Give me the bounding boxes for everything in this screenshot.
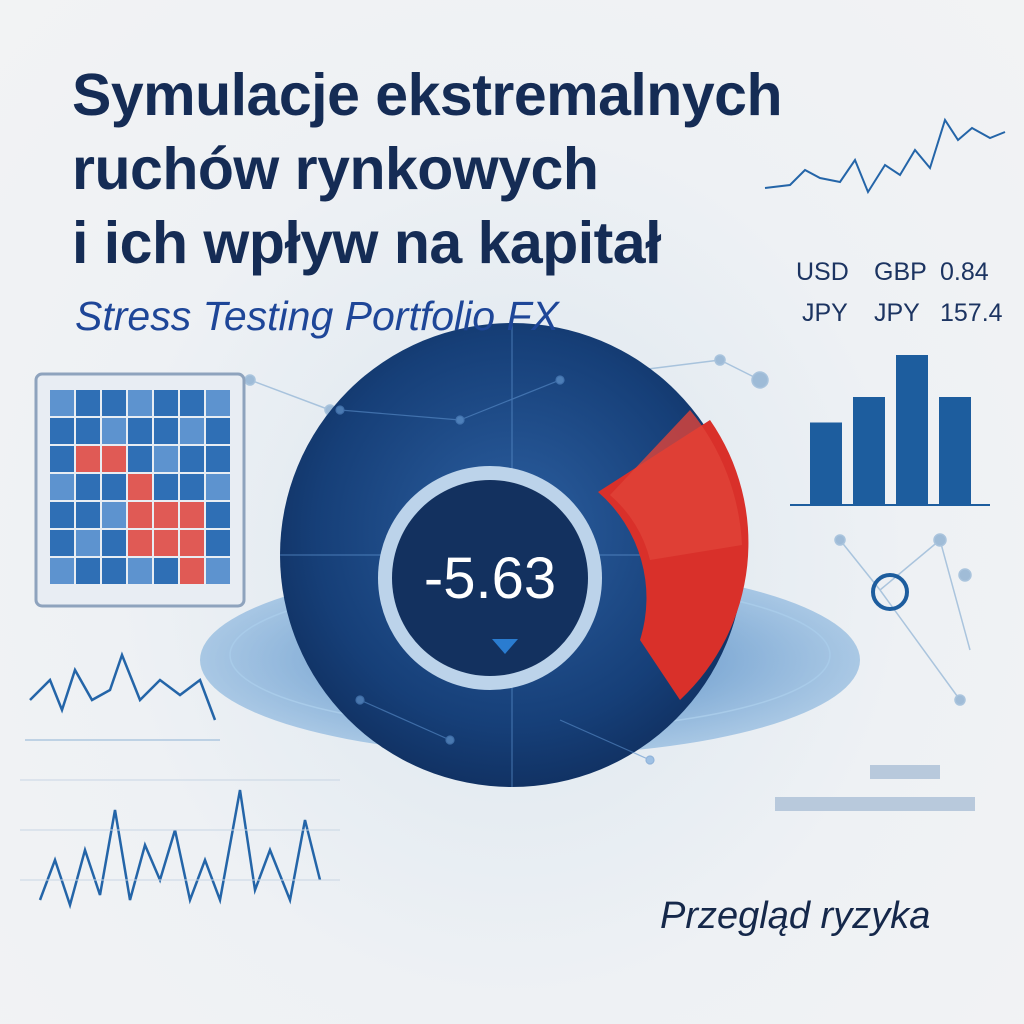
heatmap-cell <box>102 390 126 416</box>
triangle-down-icon <box>492 639 518 654</box>
fx-rate: 157.4 <box>940 299 1003 327</box>
title-line: ruchów rynkowych <box>72 136 599 202</box>
gauge-value: -5.63 <box>423 546 557 611</box>
sparkline-bottom-left <box>38 789 322 910</box>
heatmap-cell <box>154 558 178 584</box>
heatmap-cell <box>102 474 126 500</box>
page-title: Symulacje ekstremalnych ruchów rynkowych… <box>72 58 783 280</box>
fx-quote: JPY <box>874 299 920 327</box>
fx-row: USD GBP 0.84 <box>796 252 1003 293</box>
heatmap-cell <box>180 558 204 584</box>
heatmap-cell <box>76 502 100 528</box>
subtitle: Stress Testing Portfolio FX <box>75 293 559 339</box>
heatmap-cell <box>206 418 230 444</box>
heatmap-cell <box>50 418 74 444</box>
title-line: i ich wpływ na kapitał <box>72 210 662 276</box>
heatmap-cell <box>128 390 152 416</box>
heatmap-cell <box>128 502 152 528</box>
heatmap-cell <box>50 474 74 500</box>
heatmap-cell <box>206 502 230 528</box>
bar <box>810 422 842 505</box>
heatmap-cell <box>154 474 178 500</box>
heatmap-cell <box>154 502 178 528</box>
sparkline-left <box>29 651 217 721</box>
heatmap-cell <box>50 530 74 556</box>
heatmap-cell <box>128 558 152 584</box>
heatmap-cell <box>206 558 230 584</box>
heatmap-cell <box>50 502 74 528</box>
heatmap-cell <box>102 558 126 584</box>
heatmap-cell <box>180 474 204 500</box>
bar-strip <box>775 765 975 811</box>
bar <box>896 355 928 505</box>
heatmap-cell <box>154 418 178 444</box>
heatmap-cell <box>206 530 230 556</box>
heatmap-cell <box>154 446 178 472</box>
heatmap-cell <box>76 446 100 472</box>
heatmap-cell <box>128 446 152 472</box>
heatmap-cell <box>76 418 100 444</box>
fx-rates: USD GBP 0.84 JPY JPY 157.4 <box>796 252 1003 334</box>
heatmap-cell <box>180 502 204 528</box>
heatmap-cell <box>206 446 230 472</box>
bar-chart <box>810 355 971 505</box>
heatmap-cell <box>50 558 74 584</box>
heatmap-cell <box>154 530 178 556</box>
heatmap-cell <box>206 474 230 500</box>
heatmap-cell <box>76 474 100 500</box>
fx-base: USD <box>796 258 849 286</box>
heatmap-cell <box>76 558 100 584</box>
heatmap-cell <box>102 446 126 472</box>
node-ring <box>871 573 909 611</box>
heatmap-cell <box>206 390 230 416</box>
fx-rate: 0.84 <box>940 258 989 286</box>
heatmap-cell <box>102 530 126 556</box>
bar <box>939 397 971 505</box>
heatmap-cell <box>102 418 126 444</box>
fx-row: JPY JPY 157.4 <box>796 293 1003 334</box>
heatmap-grid <box>50 390 230 584</box>
heatmap-cell <box>128 418 152 444</box>
heatmap-cell <box>128 530 152 556</box>
sparkline-top-right <box>764 117 1006 195</box>
title-line: Symulacje ekstremalnych <box>72 62 783 128</box>
heatmap-cell <box>154 390 178 416</box>
heatmap-cell <box>50 390 74 416</box>
bar <box>853 397 885 505</box>
heatmap-cell <box>180 446 204 472</box>
heatmap-cell <box>102 502 126 528</box>
heatmap-cell <box>180 418 204 444</box>
fx-quote: GBP <box>874 258 927 286</box>
heatmap-cell <box>180 530 204 556</box>
heatmap-cell <box>76 530 100 556</box>
heatmap-cell <box>50 446 74 472</box>
heatmap-cell <box>128 474 152 500</box>
heatmap-cell <box>76 390 100 416</box>
footer-caption: Przegląd ryzyka <box>660 895 931 937</box>
fx-base: JPY <box>802 299 848 327</box>
heatmap-cell <box>180 390 204 416</box>
